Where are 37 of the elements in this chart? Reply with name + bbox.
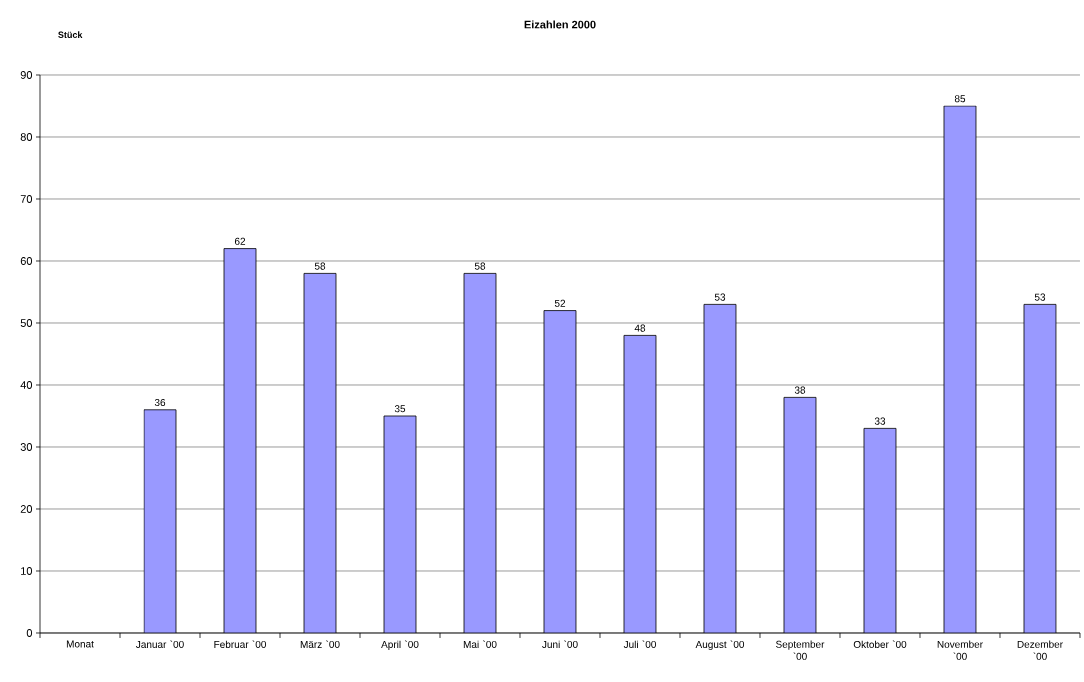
y-tick-label: 30: [20, 443, 33, 451]
x-tick-label: März `00: [300, 640, 340, 648]
x-tick-label: Dezember `00: [1017, 640, 1063, 660]
data-label: 53: [714, 293, 726, 301]
y-tick-label: 70: [20, 195, 33, 203]
y-tick-label: 10: [21, 567, 33, 575]
y-tick-label: 90: [20, 71, 33, 79]
y-tick-label: 50: [20, 319, 33, 327]
x-tick-label: September `00: [775, 640, 825, 660]
y-tick-label: 20: [20, 505, 33, 513]
x-tick-label: Monat: [66, 640, 94, 648]
chart-title: Eizahlen 2000: [524, 20, 596, 29]
data-label: 52: [554, 299, 566, 307]
x-tick-label: April `00: [381, 640, 419, 650]
data-label: 62: [234, 237, 246, 245]
y-tick-label: 40: [20, 381, 33, 389]
x-tick-label: Mai `00: [463, 640, 497, 648]
y-tick-label: 0: [26, 629, 33, 637]
x-tick-label: November `00: [937, 640, 983, 660]
data-label: 35: [394, 405, 406, 413]
x-tick-label: Juli `00: [623, 640, 656, 648]
x-tick-label: Januar `00: [135, 640, 184, 648]
data-label: 85: [954, 95, 966, 103]
data-label: 58: [314, 262, 326, 270]
data-label: 48: [634, 324, 646, 332]
data-label: 33: [874, 417, 886, 425]
y-axis-title: Stück: [58, 31, 83, 38]
data-label: 53: [1034, 293, 1046, 301]
y-tick-label: 60: [20, 257, 33, 265]
x-tick-label: Oktober `00: [853, 640, 907, 648]
x-tick-label: August `00: [695, 640, 745, 650]
x-tick-label: Juni `00: [542, 640, 578, 648]
y-tick-label: 80: [20, 133, 33, 141]
data-label: 38: [794, 386, 806, 394]
x-tick-label: Februar `00: [214, 640, 267, 648]
data-label: 58: [474, 262, 486, 270]
data-label: 36: [154, 398, 166, 407]
